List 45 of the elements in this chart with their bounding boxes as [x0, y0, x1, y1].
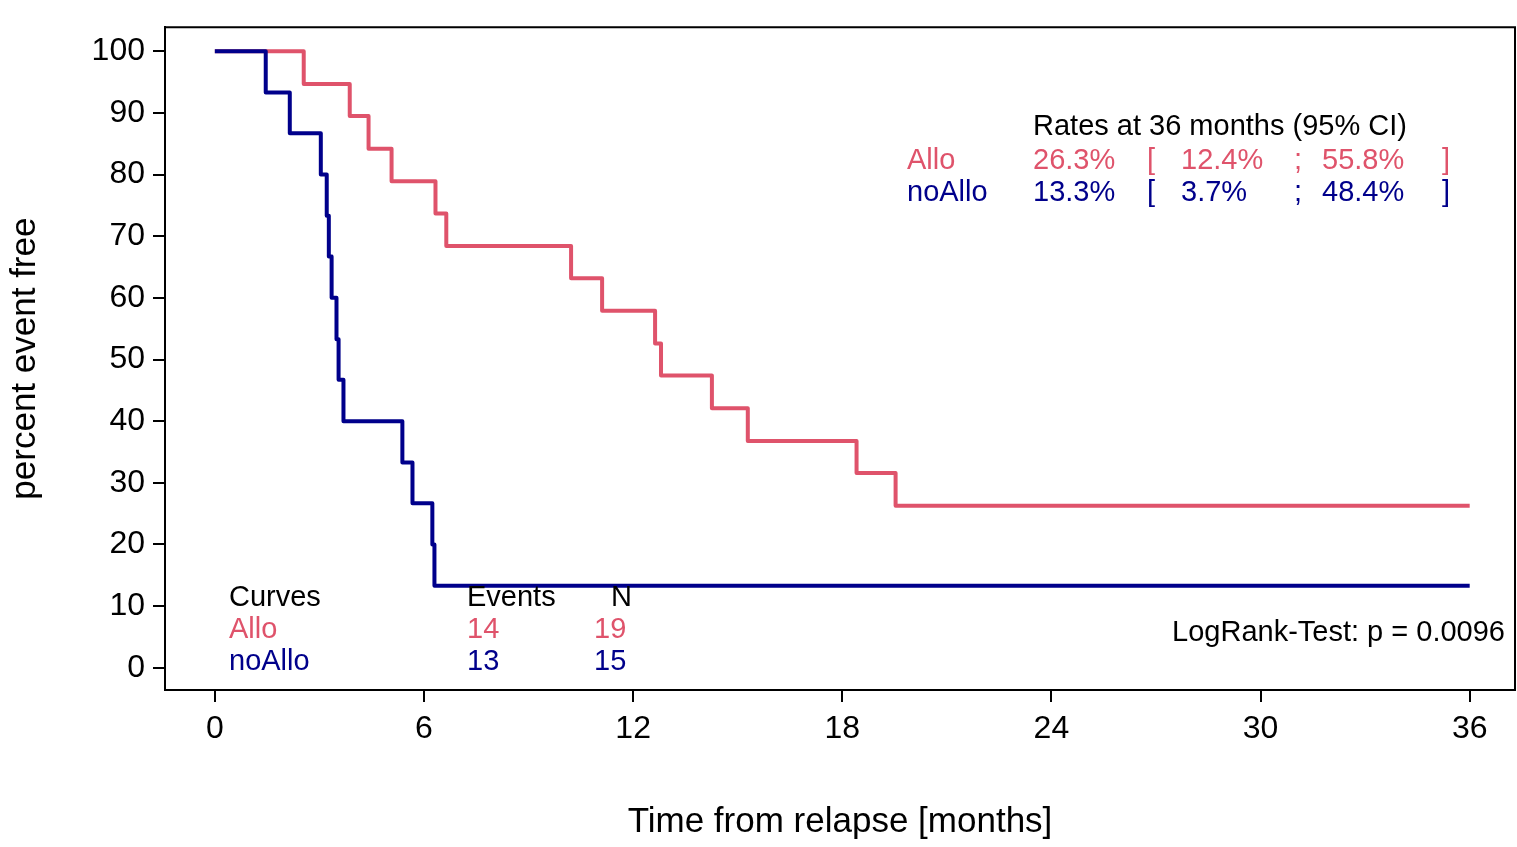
text: Allo: [907, 143, 956, 175]
y-tick-label: 0: [127, 647, 145, 684]
annotation: 13.3%: [1033, 175, 1116, 207]
annotation: ]: [1442, 143, 1451, 175]
annotation: 26.3%: [1033, 143, 1116, 175]
x-tick-label: 6: [415, 709, 433, 746]
annotation: 14: [467, 612, 500, 644]
y-tick-label: 40: [109, 401, 145, 438]
x-tick-label: 24: [1033, 709, 1070, 746]
annotation: Curves: [229, 580, 321, 612]
y-tick-label: 50: [109, 339, 145, 376]
y-tick-label: 60: [109, 277, 145, 314]
text: noAllo: [907, 175, 988, 207]
annotation: LogRank-Test: p = 0.0096: [1172, 615, 1505, 647]
annotation: ;: [1294, 175, 1303, 207]
annotation: 15: [594, 644, 627, 676]
x-tick-label: 12: [615, 709, 651, 746]
text: Allo: [229, 612, 278, 644]
annotation: 12.4%: [1181, 143, 1264, 175]
x-tick-label: 30: [1242, 709, 1279, 746]
annotation: [: [1147, 143, 1156, 175]
y-tick-label: 20: [109, 524, 145, 561]
y-tick-label: 80: [109, 154, 145, 191]
text: noAllo: [229, 644, 310, 676]
annotation: Rates at 36 months (95% CI): [1033, 109, 1407, 141]
annotation: 48.4%: [1322, 175, 1405, 207]
y-axis-title: percent event free: [2, 217, 42, 500]
x-tick-label: 0: [205, 709, 224, 746]
annotation: Events: [467, 580, 556, 612]
y-tick-label: 70: [109, 216, 145, 253]
y-tick-label: 100: [91, 31, 145, 68]
annotation: 13: [467, 644, 500, 676]
x-tick-label: 18: [824, 709, 861, 746]
annotation: 19: [594, 612, 627, 644]
y-tick-label: 90: [109, 92, 145, 129]
annotation: ;: [1294, 143, 1303, 175]
y-tick-label: 10: [109, 585, 145, 622]
annotation: ]: [1442, 175, 1451, 207]
x-tick-label: 36: [1451, 709, 1488, 746]
annotation: N: [611, 580, 632, 612]
annotation: 55.8%: [1322, 143, 1405, 175]
x-axis-title: Time from relapse [months]: [627, 799, 1053, 839]
y-tick-label: 30: [109, 462, 145, 499]
annotation: [: [1147, 175, 1156, 207]
annotation: 3.7%: [1181, 175, 1248, 207]
